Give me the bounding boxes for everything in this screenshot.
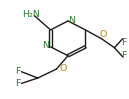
Text: O: O [99, 30, 107, 39]
Text: H₂N: H₂N [22, 10, 40, 19]
Text: F: F [15, 79, 21, 88]
Text: F: F [122, 38, 127, 47]
Text: N: N [68, 16, 76, 25]
Text: N: N [42, 41, 49, 50]
Text: F: F [15, 67, 21, 76]
Text: F: F [122, 51, 127, 60]
Text: O: O [59, 64, 66, 73]
